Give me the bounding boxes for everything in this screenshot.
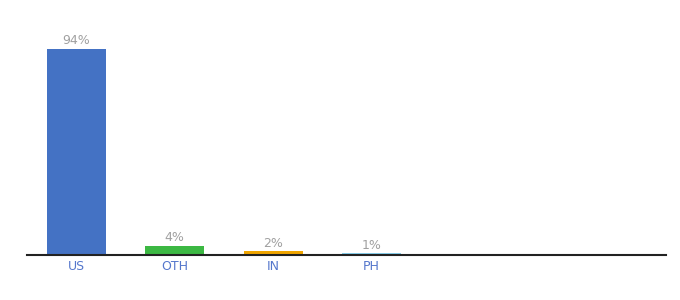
Text: 4%: 4% — [165, 231, 185, 244]
Bar — [47, 49, 106, 255]
Bar — [342, 253, 401, 255]
Bar — [243, 250, 303, 255]
Text: 2%: 2% — [263, 236, 283, 250]
Bar — [146, 246, 204, 255]
Text: 1%: 1% — [362, 239, 381, 252]
Text: 94%: 94% — [63, 34, 90, 47]
